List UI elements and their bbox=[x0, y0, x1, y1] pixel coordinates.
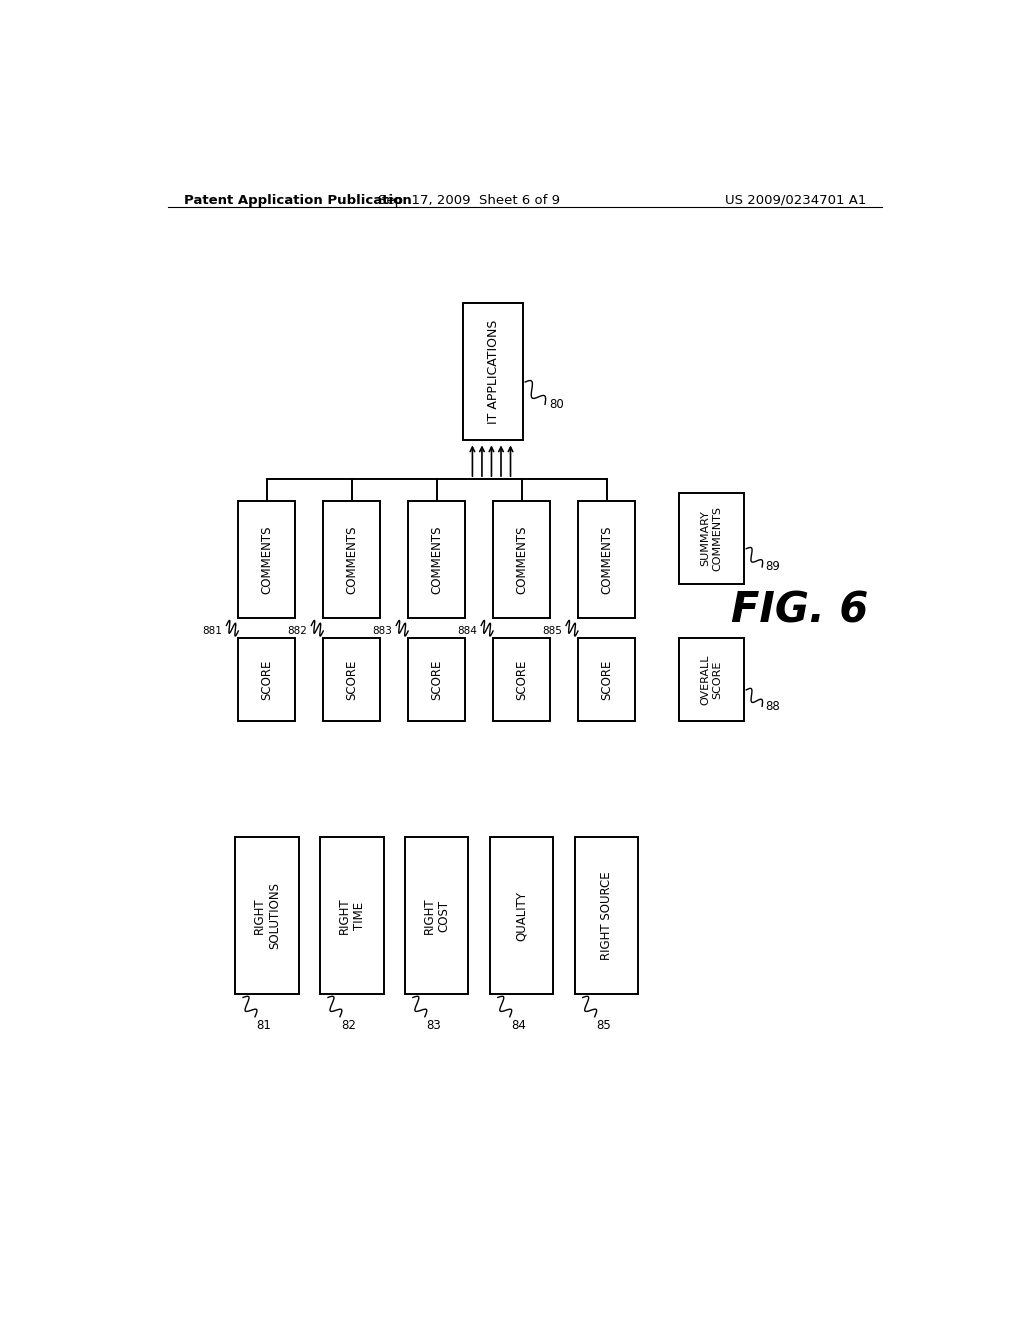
Text: RIGHT
SOLUTIONS: RIGHT SOLUTIONS bbox=[253, 882, 281, 949]
Bar bbox=[679, 492, 743, 585]
Bar bbox=[236, 837, 299, 994]
Text: Sep. 17, 2009  Sheet 6 of 9: Sep. 17, 2009 Sheet 6 of 9 bbox=[378, 194, 560, 207]
Text: FIG. 6: FIG. 6 bbox=[731, 590, 868, 632]
Bar bbox=[574, 837, 638, 994]
Text: Patent Application Publication: Patent Application Publication bbox=[183, 194, 412, 207]
Bar bbox=[489, 837, 553, 994]
Text: 884: 884 bbox=[458, 626, 477, 635]
Text: QUALITY: QUALITY bbox=[515, 891, 528, 941]
Bar bbox=[239, 502, 296, 618]
Text: SCORE: SCORE bbox=[430, 660, 443, 700]
Text: COMMENTS: COMMENTS bbox=[430, 525, 443, 594]
Text: 882: 882 bbox=[288, 626, 307, 635]
Bar bbox=[239, 638, 296, 722]
Text: COMMENTS: COMMENTS bbox=[515, 525, 528, 594]
Text: SCORE: SCORE bbox=[345, 660, 358, 700]
Text: 83: 83 bbox=[426, 1019, 441, 1032]
Text: SCORE: SCORE bbox=[600, 660, 613, 700]
Text: 85: 85 bbox=[596, 1019, 611, 1032]
Text: 89: 89 bbox=[765, 561, 780, 573]
Bar bbox=[404, 837, 468, 994]
Bar bbox=[494, 638, 550, 722]
Text: 80: 80 bbox=[549, 397, 564, 411]
Bar bbox=[578, 638, 635, 722]
Text: SCORE: SCORE bbox=[260, 660, 273, 700]
Text: SCORE: SCORE bbox=[515, 660, 528, 700]
Text: 84: 84 bbox=[511, 1019, 526, 1032]
Bar bbox=[321, 837, 384, 994]
Text: US 2009/0234701 A1: US 2009/0234701 A1 bbox=[725, 194, 866, 207]
Bar bbox=[679, 638, 743, 722]
Text: RIGHT
COST: RIGHT COST bbox=[423, 898, 451, 935]
Bar bbox=[578, 502, 635, 618]
Bar bbox=[324, 502, 380, 618]
Text: 883: 883 bbox=[373, 626, 392, 635]
Text: COMMENTS: COMMENTS bbox=[600, 525, 613, 594]
Text: 88: 88 bbox=[765, 700, 780, 713]
Bar bbox=[463, 304, 523, 441]
Text: SUMMARY
COMMENTS: SUMMARY COMMENTS bbox=[700, 506, 722, 572]
Text: 82: 82 bbox=[341, 1019, 356, 1032]
Text: RIGHT
TIME: RIGHT TIME bbox=[338, 898, 366, 935]
Text: 885: 885 bbox=[543, 626, 562, 635]
Text: COMMENTS: COMMENTS bbox=[345, 525, 358, 594]
Text: OVERALL
SCORE: OVERALL SCORE bbox=[700, 655, 722, 705]
Bar bbox=[409, 502, 465, 618]
Text: COMMENTS: COMMENTS bbox=[260, 525, 273, 594]
Bar bbox=[409, 638, 465, 722]
Text: IT APPLICATIONS: IT APPLICATIONS bbox=[486, 319, 500, 424]
Bar bbox=[324, 638, 380, 722]
Text: 81: 81 bbox=[257, 1019, 271, 1032]
Text: 881: 881 bbox=[203, 626, 222, 635]
Text: RIGHT SOURCE: RIGHT SOURCE bbox=[600, 871, 613, 960]
Bar bbox=[494, 502, 550, 618]
